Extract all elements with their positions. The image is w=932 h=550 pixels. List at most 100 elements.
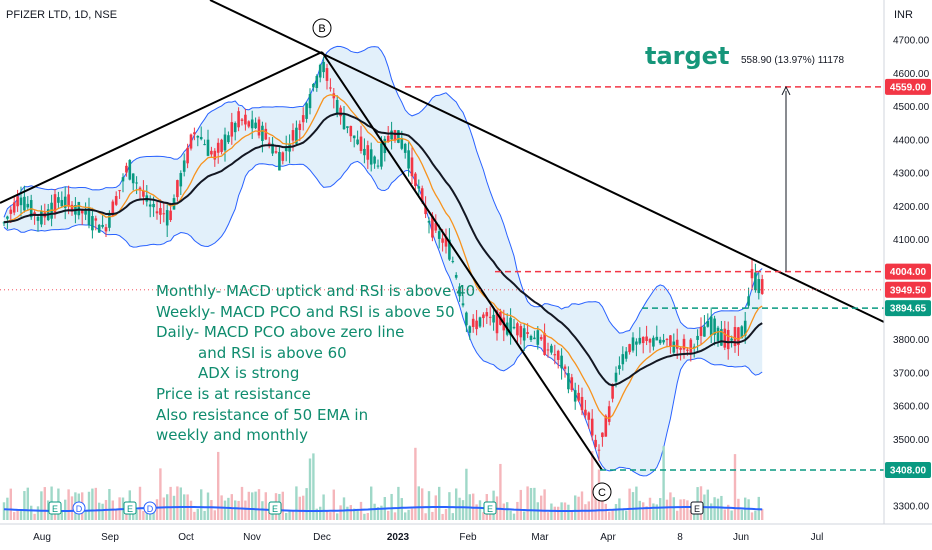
volume-bar [614,504,618,520]
candle-body [645,336,648,341]
candle-body [713,318,716,335]
volume-bar [223,500,227,520]
candle-body [386,135,390,142]
volume-bar [319,506,322,520]
x-tick-label: Mar [531,532,549,543]
volume-bar [329,512,332,520]
volume-bar [159,468,162,520]
candle-body [176,180,179,198]
volume-bar [288,510,291,520]
earnings-marker [48,501,62,515]
candle-body [223,134,227,151]
candle-body [590,418,594,436]
candle-body [682,338,686,350]
candle-body [366,145,370,160]
volume-bar [543,489,546,520]
candle-body [529,335,533,340]
candle-body [750,269,754,279]
volume-bar [611,509,614,520]
measure-readout: 558.90 (13.97%) 11178 [741,55,845,66]
x-tick-label: Aug [33,532,51,543]
volume-bar [200,489,203,520]
volume-bar [339,505,342,520]
volume-bar [604,503,607,520]
price-tag [885,263,931,280]
volume-bar [710,503,713,520]
volume-bar [70,496,74,520]
candle-body [233,122,237,133]
volume-bar [308,458,312,520]
candle-body [325,68,329,81]
candle-body [706,321,710,327]
volume-bar [631,492,635,520]
candle-body [709,316,713,336]
volume-bar [716,498,720,520]
candle-body [179,173,183,187]
candle-body [720,329,723,346]
volume-bar [723,509,726,520]
candle-body [94,218,98,221]
candle-body [203,144,206,146]
wave-label-circle [592,482,612,502]
candle-body [475,320,478,330]
volume-bar [509,510,512,520]
volume-bar [676,510,679,520]
price-tag-label: 3894.65 [890,304,927,315]
candle-body [131,173,135,184]
candle-body [16,196,19,207]
candle-body [692,346,696,348]
event-marker-label: D [147,504,154,514]
volume-bar [363,513,366,520]
target-label: target [645,42,730,70]
x-tick-label: Apr [600,532,616,543]
volume-bar [94,487,97,520]
volume-bar [281,491,284,520]
volume-bar [570,510,573,520]
candle-body [63,196,67,208]
volume-bar [322,494,325,520]
candle-body [162,213,166,215]
candle-body [730,338,733,341]
volume-bar [478,500,482,520]
y-tick-label: 4200.00 [893,202,930,213]
candle-body [465,312,468,326]
candle-body [468,326,472,333]
candle-body [407,150,410,169]
candle-body [662,339,665,343]
candle-body [563,366,567,369]
candle-body [36,216,40,221]
candle-body [346,126,349,128]
volume-bar [342,497,346,520]
candle-body [189,134,193,149]
candle-body [516,323,519,336]
candle-body [206,139,210,156]
candle-body [478,317,482,327]
volume-bar [251,492,254,520]
band-fill [4,46,763,476]
y-tick-label: 3800.00 [893,335,930,346]
volume-bar [237,500,240,520]
candle-body [301,115,305,123]
candle-body [621,354,625,365]
candle-body [607,406,611,422]
event-marker-label: E [127,504,133,514]
volume-bar [546,512,550,520]
volume-bar [155,499,159,520]
volume-bar [295,486,298,520]
candle-body [543,333,546,355]
y-tick-label: 4100.00 [893,235,930,246]
candle-body [699,326,703,336]
candle-body [240,119,244,121]
candle-body [264,128,268,140]
candle-body [169,210,172,221]
candle-body [53,194,57,213]
volume-bar [210,500,213,520]
volume-bar [98,502,101,520]
candle-body [138,187,142,190]
volume-bar [727,504,730,520]
candle-body [373,156,376,164]
candle-body [410,157,414,177]
currency-label: INR [894,9,913,21]
candle-body [665,339,669,341]
volume-bar [115,509,118,520]
